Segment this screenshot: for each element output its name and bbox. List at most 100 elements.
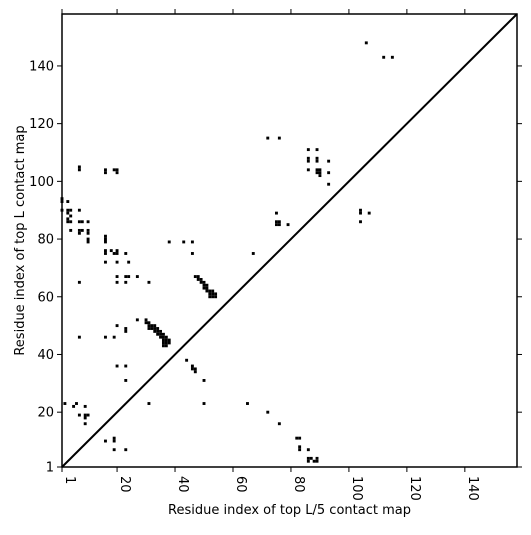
contact-point — [115, 280, 119, 284]
contact-point — [315, 171, 319, 175]
contact-point — [124, 448, 128, 452]
contact-point — [66, 220, 70, 224]
contact-point — [315, 148, 319, 152]
contact-point — [86, 231, 90, 235]
x-tick-label: 100 — [349, 476, 364, 501]
contact-point — [115, 364, 119, 368]
contact-point — [135, 318, 139, 322]
x-axis: 1 20 40 60 80 100 120 140 — [61, 9, 480, 501]
contact-point — [156, 329, 160, 333]
contact-point — [266, 410, 270, 414]
contact-point — [193, 367, 197, 371]
contact-point — [124, 327, 128, 330]
contact-point — [69, 220, 73, 224]
contact-point — [115, 252, 119, 255]
contact-point — [156, 327, 160, 330]
contact-point — [208, 292, 212, 296]
contact-point — [124, 379, 128, 382]
contact-point — [205, 283, 209, 287]
y-axis-label: Residue index of top L contact map — [13, 125, 28, 355]
contact-point — [112, 448, 116, 452]
x-tick-label: 40 — [175, 476, 190, 493]
contact-point — [164, 344, 168, 348]
x-tick-label: 140 — [465, 476, 480, 501]
contact-point — [167, 341, 171, 345]
contact-point — [69, 228, 73, 232]
x-tick-label: 120 — [407, 476, 422, 501]
contact-point — [124, 275, 128, 279]
contact-point — [315, 168, 319, 172]
contact-point — [315, 456, 319, 460]
contact-point — [77, 208, 81, 212]
contact-point — [104, 171, 107, 175]
contact-point — [190, 364, 194, 368]
contact-point — [153, 329, 157, 333]
contact-point — [214, 292, 218, 296]
contact-point — [115, 324, 119, 328]
contact-point — [77, 220, 81, 224]
contact-point — [77, 228, 81, 232]
x-tick-label: 80 — [291, 476, 306, 493]
contact-point — [277, 136, 281, 140]
contact-point — [66, 217, 70, 221]
contact-point — [83, 416, 87, 420]
contact-point — [115, 171, 119, 175]
contact-point — [147, 327, 151, 330]
data-points — [60, 41, 394, 463]
diagonal-line — [61, 13, 518, 468]
contact-point — [63, 402, 67, 405]
contact-point — [298, 445, 302, 449]
y-tick-label: 40 — [37, 348, 54, 363]
contact-point — [318, 168, 322, 172]
contact-point — [104, 234, 107, 238]
contact-point — [306, 148, 310, 152]
y-tick-label: 120 — [29, 117, 54, 132]
contact-point — [202, 286, 206, 290]
contact-point — [199, 280, 203, 284]
contact-point — [205, 289, 209, 293]
contact-point — [306, 456, 310, 460]
contact-point — [124, 329, 128, 333]
contact-point — [161, 338, 165, 342]
contact-point — [359, 208, 362, 212]
contact-point — [298, 436, 302, 440]
contact-point — [214, 295, 218, 299]
contact-point — [306, 448, 310, 452]
contact-point — [124, 252, 128, 255]
contact-point — [327, 171, 331, 175]
contact-point — [66, 200, 70, 203]
contact-point — [156, 332, 160, 336]
y-tick-label: 20 — [37, 406, 54, 421]
contact-point — [211, 292, 215, 296]
y-tick-label: 60 — [37, 290, 54, 305]
contact-point — [161, 335, 165, 339]
y-tick-label: 100 — [29, 175, 54, 190]
contact-point — [86, 240, 90, 244]
contact-point — [190, 252, 194, 255]
contact-point — [208, 295, 212, 299]
contact-point — [144, 321, 148, 325]
x-tick-label: 60 — [233, 476, 248, 493]
contact-point — [306, 156, 310, 160]
contact-point — [112, 252, 116, 255]
contact-point — [104, 439, 107, 443]
contact-point — [66, 208, 70, 212]
contact-point — [112, 168, 116, 172]
contact-point — [86, 413, 90, 417]
contact-point — [295, 436, 299, 440]
contact-point — [147, 321, 151, 325]
contact-point — [167, 240, 171, 244]
contact-point — [147, 402, 151, 405]
contact-point — [80, 220, 84, 224]
y-tick-label: 80 — [37, 233, 54, 248]
contact-point — [115, 168, 119, 172]
contact-point — [164, 341, 168, 345]
contact-point — [112, 439, 116, 443]
contact-point — [211, 295, 215, 299]
contact-point — [161, 341, 165, 345]
contact-point — [83, 413, 87, 417]
y-tick-label: 1 — [46, 461, 54, 476]
contact-point — [251, 252, 255, 255]
contact-point — [80, 228, 84, 232]
